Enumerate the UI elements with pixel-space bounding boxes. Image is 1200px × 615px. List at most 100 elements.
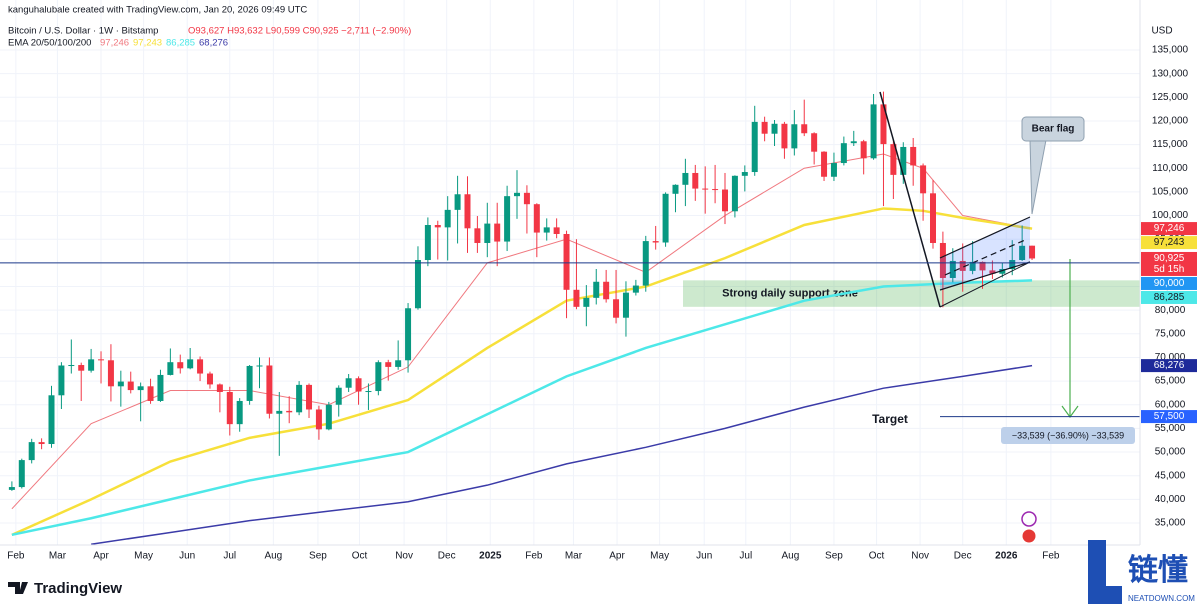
candle-body — [543, 227, 550, 233]
candle-body — [821, 151, 828, 177]
candle-body — [177, 362, 184, 369]
price-label: 86,285 — [1154, 292, 1185, 303]
price-label-box — [1141, 359, 1197, 373]
ema-lines — [11, 153, 1033, 546]
y-tick-label: 35,000 — [1155, 518, 1186, 529]
candle-body — [216, 384, 223, 392]
x-tick-label: Feb — [1042, 551, 1060, 562]
candle-body — [999, 268, 1006, 274]
currency: USD — [1151, 26, 1172, 37]
x-tick-label: Jun — [696, 551, 712, 562]
y-tick-label: 120,000 — [1152, 116, 1189, 127]
x-tick-label: Sep — [309, 551, 327, 562]
candle-body — [949, 260, 956, 278]
ema-line — [11, 279, 1033, 537]
y-tick-label: 50,000 — [1155, 447, 1186, 458]
x-tick-label: Nov — [395, 551, 413, 562]
candle-body — [395, 360, 402, 367]
candle-body — [702, 188, 709, 190]
event-icon — [1021, 511, 1037, 527]
candle-body — [484, 223, 491, 243]
candle-body — [117, 381, 124, 387]
target-label: Target — [872, 412, 908, 426]
candle-body — [286, 410, 293, 413]
candle-body — [405, 308, 412, 361]
y-tick-label: 105,000 — [1152, 187, 1189, 198]
candle-body — [1029, 245, 1036, 259]
candle-body — [355, 378, 362, 392]
x-tick-label: Mar — [565, 551, 583, 562]
flag-lower — [939, 261, 1031, 291]
price-label: 90,925 — [1154, 253, 1185, 264]
candle-body — [613, 299, 620, 318]
watermark-url: NEATDOWN.COM — [1128, 594, 1195, 603]
candle-body — [850, 141, 857, 144]
candle-body — [157, 374, 164, 401]
candle-body — [58, 365, 65, 396]
ema-title: EMA 20/50/100/200 — [8, 38, 91, 49]
x-tick-label: Nov — [911, 551, 929, 562]
x-tick-label: Mar — [49, 551, 67, 562]
candle-body — [434, 225, 441, 228]
candle-body — [870, 104, 877, 159]
candle-body — [365, 391, 372, 393]
measure-label: −33,539 (−36.90%) −33,539 — [1012, 430, 1124, 440]
x-tick-label: 2025 — [479, 551, 502, 562]
price-label: 68,276 — [1154, 360, 1185, 371]
y-tick-label: 60,000 — [1155, 399, 1186, 410]
candle-body — [880, 104, 887, 145]
price-label: 90,000 — [1154, 278, 1185, 289]
candle-body — [454, 194, 461, 210]
candle-body — [622, 292, 629, 318]
countdown: 5d 15h — [1154, 264, 1185, 275]
candle-body — [514, 192, 521, 197]
candle-body — [979, 261, 986, 271]
x-tick-label: Apr — [609, 551, 625, 562]
x-tick-label: Jul — [739, 551, 752, 562]
candle-body — [929, 193, 936, 243]
candle-body — [632, 285, 639, 293]
candle-body — [474, 228, 481, 243]
candle-body — [38, 442, 45, 445]
y-tick-label: 40,000 — [1155, 494, 1186, 505]
candle-body — [444, 209, 451, 228]
candle-body — [127, 381, 134, 391]
candle-body — [424, 225, 431, 261]
x-tick-label: Jul — [223, 551, 236, 562]
flag-upper — [939, 216, 1031, 259]
candle-body — [187, 359, 194, 369]
flag-base — [939, 261, 1031, 308]
candle-body — [860, 141, 867, 159]
x-tick-label: Feb — [525, 551, 543, 562]
ema-value: 97,246 — [100, 38, 129, 49]
candle-body — [939, 242, 946, 278]
candle-body — [315, 409, 322, 430]
x-tick-label: 2026 — [995, 551, 1018, 562]
candle-body — [830, 163, 837, 177]
candle-body — [28, 442, 35, 461]
candle-body — [68, 365, 75, 367]
flag-mid — [944, 239, 1026, 276]
flag-pole — [879, 91, 941, 308]
candle-body — [603, 281, 610, 300]
candle-body — [840, 143, 847, 164]
candle-body — [345, 378, 352, 388]
candle-body — [147, 386, 154, 401]
candle-body — [8, 487, 15, 490]
candle-body — [989, 270, 996, 274]
price-label-box — [1141, 276, 1197, 290]
callout-pointer — [1029, 139, 1047, 215]
price-label-box — [1141, 222, 1197, 236]
x-tick-label: Oct — [352, 551, 368, 562]
x-tick-label: Aug — [264, 551, 282, 562]
watermark-mark — [1088, 540, 1122, 604]
x-tick-label: Apr — [93, 551, 109, 562]
x-tick-label: May — [134, 551, 153, 562]
y-tick-label: 75,000 — [1155, 328, 1186, 339]
y-tick-label: 135,000 — [1152, 45, 1189, 56]
event-icon — [1022, 529, 1036, 543]
candle-body — [712, 189, 719, 191]
candle-body — [652, 241, 659, 243]
candle-body — [18, 460, 25, 488]
